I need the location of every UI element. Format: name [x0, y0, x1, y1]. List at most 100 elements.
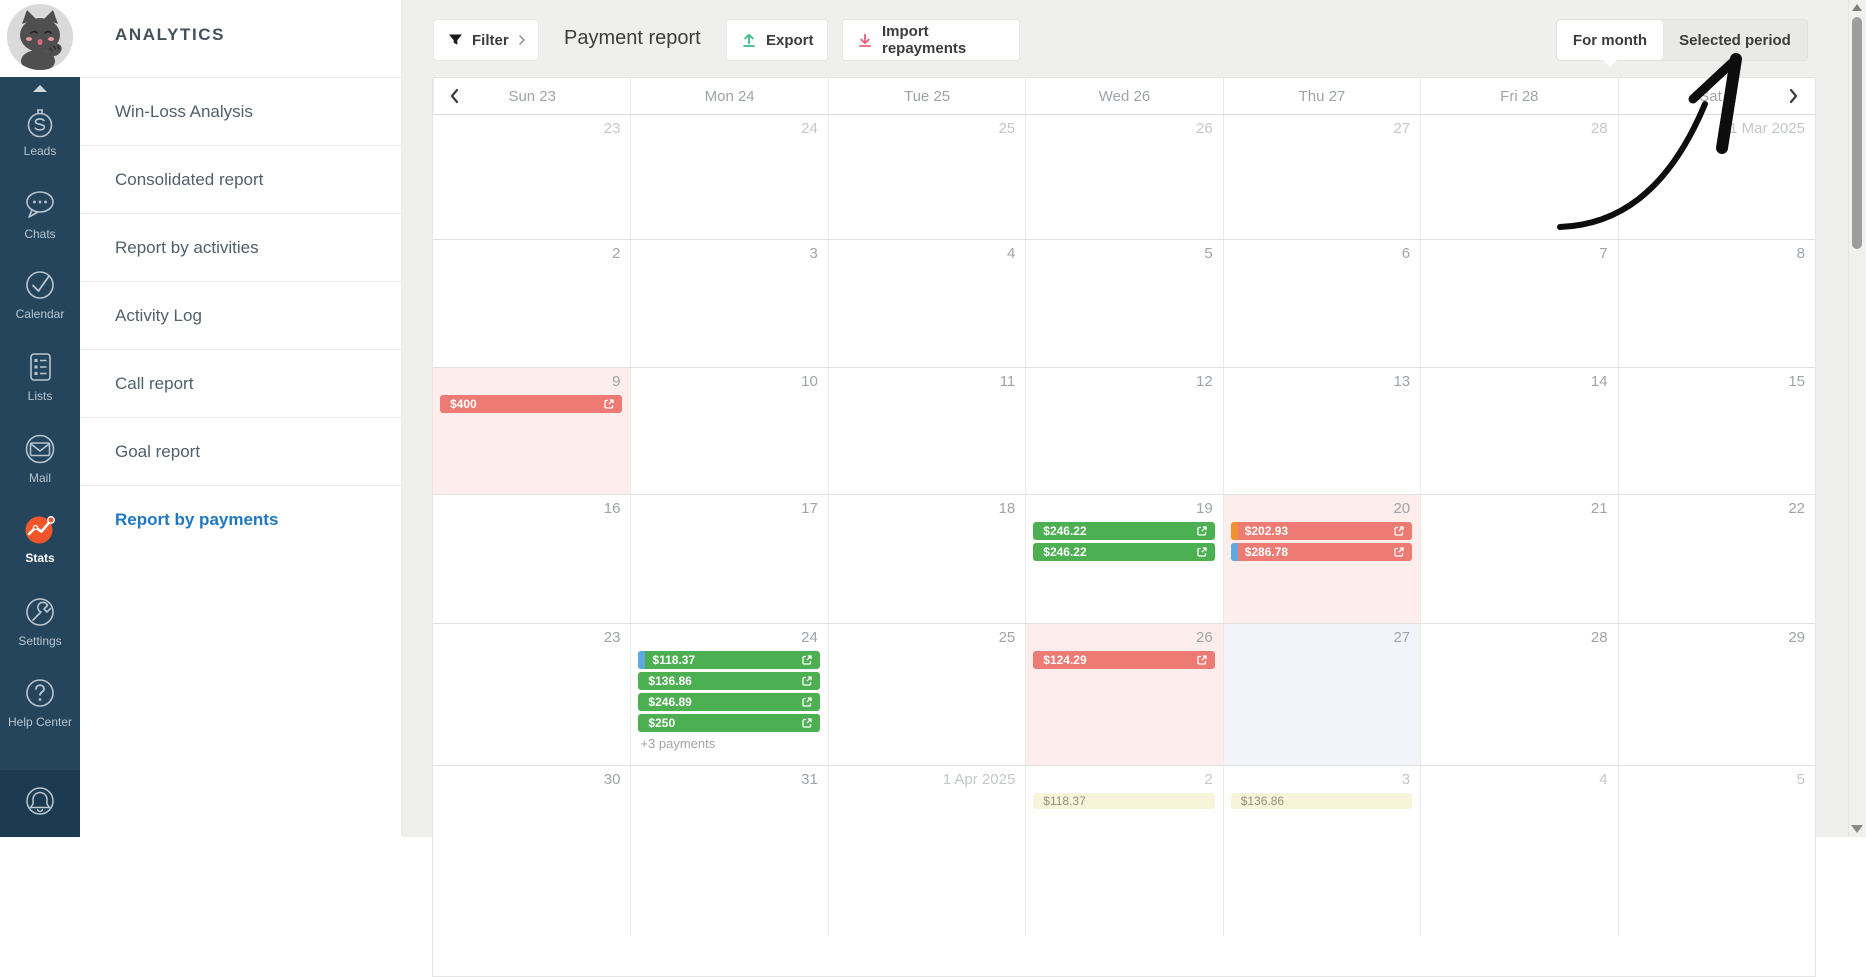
menu-item-consolidated-report[interactable]: Consolidated report — [80, 145, 401, 213]
sidebar-item-label: Stats — [25, 551, 55, 565]
calendar-day-cell[interactable]: 4 — [1420, 766, 1617, 936]
menu-item-report-by-payments[interactable]: Report by payments — [80, 485, 401, 553]
payment-badge[interactable]: $400 — [440, 395, 623, 413]
sidebar-item-chats[interactable]: Chats — [0, 185, 80, 241]
menu-item-call-report[interactable]: Call report — [80, 349, 401, 417]
calendar-day-cell[interactable]: 26 $124.29 — [1025, 624, 1223, 765]
calendar-week-row: 23 24 $118.37 $136.86 $246.89 $250 — [433, 623, 1815, 765]
payment-badge[interactable]: $136.86 — [638, 672, 820, 690]
payment-badge[interactable]: $124.29 — [1033, 651, 1215, 669]
filter-button[interactable]: Filter — [433, 19, 539, 61]
sidebar-item-lists[interactable]: Lists — [0, 347, 80, 403]
payment-amount: $246.89 — [648, 695, 692, 709]
sidebar-item-stats[interactable]: Stats — [0, 509, 80, 565]
calendar-day-cell[interactable]: 17 — [630, 495, 827, 623]
calendar-day-cell[interactable]: 6 — [1222, 240, 1420, 367]
menu-item-goal-report[interactable]: Goal report — [80, 417, 401, 485]
calendar-day-cell[interactable]: 15 — [1617, 368, 1815, 494]
payment-badge[interactable]: $246.89 — [638, 693, 820, 711]
avatar[interactable] — [7, 4, 73, 70]
sidebar-item-settings[interactable]: Settings — [0, 592, 80, 648]
import-repayments-button[interactable]: Import repayments — [842, 19, 1020, 61]
calendar-day-cell[interactable]: 8 — [1617, 240, 1815, 367]
day-number: 21 — [1590, 500, 1608, 517]
sidebar-item-help-center[interactable]: Help Center — [0, 673, 80, 729]
tab-for-month[interactable]: For month — [1557, 20, 1663, 67]
calendar-day-cell[interactable]: 3 — [630, 240, 827, 367]
calendar-day-cell[interactable]: 3 $136.86 — [1222, 766, 1420, 936]
calendar-day-cell[interactable]: 18 — [827, 495, 1025, 623]
calendar-day-cell[interactable]: 30 — [433, 766, 630, 936]
day-number: 28 — [1590, 629, 1608, 646]
calendar-day-cell[interactable]: 9 $400 — [433, 368, 631, 494]
vertical-scrollbar[interactable] — [1848, 0, 1866, 837]
calendar-day-cell[interactable]: 28 — [1420, 624, 1617, 765]
calendar-day-cell[interactable]: 11 — [827, 368, 1025, 494]
calendar-day-cell[interactable]: 25 — [827, 115, 1025, 239]
payment-badge[interactable]: $202.93 — [1230, 522, 1413, 540]
sidebar-item-leads[interactable]: Leads — [0, 102, 80, 158]
export-label: Export — [766, 31, 814, 49]
main-content: Filter Payment report Export Import repa… — [401, 0, 1866, 977]
menu-item-win-loss-analysis[interactable]: Win-Loss Analysis — [80, 77, 401, 145]
calendar-day-cell[interactable]: 24 $118.37 $136.86 $246.89 $250 — [630, 624, 827, 765]
sidebar-item-calendar[interactable]: Calendar — [0, 265, 80, 321]
scroll-down-arrow-icon[interactable] — [1851, 825, 1863, 833]
more-payments-link[interactable]: +3 payments — [640, 736, 716, 751]
calendar-day-cell[interactable]: 23 — [433, 115, 630, 239]
scroll-up-arrow-icon[interactable] — [1852, 4, 1862, 11]
calendar-day-cell[interactable]: 27 — [1222, 115, 1420, 239]
calendar-day-cell[interactable]: 29 — [1617, 624, 1815, 765]
day-number: 3 — [809, 245, 818, 262]
collapse-arrow-icon[interactable] — [33, 85, 47, 92]
calendar-day-cell[interactable]: 23 — [433, 624, 630, 765]
calendar-day-cell[interactable]: 5 — [1617, 766, 1815, 936]
menu-item-activity-log[interactable]: Activity Log — [80, 281, 401, 349]
calendar-day-cell[interactable]: 5 — [1025, 240, 1222, 367]
payment-badge[interactable]: $250 — [638, 714, 820, 732]
calendar-day-cell[interactable]: 1 Mar 2025 — [1617, 115, 1815, 239]
export-button[interactable]: Export — [726, 19, 828, 61]
tab-selected-period[interactable]: Selected period — [1663, 20, 1807, 60]
next-week-button[interactable] — [1786, 88, 1800, 109]
menu-item-report-by-activities[interactable]: Report by activities — [80, 213, 401, 281]
calendar-week-row: 30 31 1 Apr 2025 2 $118.37 3 $136.86 4 5 — [433, 765, 1815, 936]
calendar-day-cell[interactable]: 16 — [433, 495, 630, 623]
prev-week-button[interactable] — [448, 88, 462, 109]
calendar-day-cell[interactable]: 4 — [827, 240, 1025, 367]
calendar-day-cell[interactable]: 1 Apr 2025 — [827, 766, 1025, 936]
calendar-day-cell[interactable]: 20 $202.93 $286.78 — [1222, 495, 1421, 623]
calendar-day-cell[interactable]: 2 — [433, 240, 630, 367]
calendar-day-cell[interactable]: 22 — [1617, 495, 1815, 623]
payment-badge[interactable]: $118.37 — [638, 651, 820, 669]
calendar-day-cell[interactable]: 19 $246.22 $246.22 — [1025, 495, 1222, 623]
sidebar-item-mail[interactable]: Mail — [0, 429, 80, 485]
calendar-day-cell[interactable]: 10 — [630, 368, 827, 494]
payment-badge[interactable]: $246.22 — [1033, 522, 1215, 540]
payment-badge[interactable]: $286.78 — [1230, 543, 1413, 561]
calendar-day-cell[interactable]: 25 — [827, 624, 1025, 765]
calendar-day-cell[interactable]: 21 — [1420, 495, 1617, 623]
calendar-day-cell[interactable]: 13 — [1222, 368, 1420, 494]
calendar-day-cell[interactable]: 7 — [1420, 240, 1617, 367]
calendar-day-cell[interactable]: 2 $118.37 — [1025, 766, 1222, 936]
payment-badge-pending[interactable]: $118.37 — [1033, 793, 1215, 809]
payment-badge-pending[interactable]: $136.86 — [1230, 793, 1413, 809]
external-link-icon — [1394, 526, 1404, 536]
calendar-day-cell[interactable]: 26 — [1025, 115, 1222, 239]
calendar-day-cell[interactable]: 31 — [630, 766, 827, 936]
calendar-day-cell[interactable]: 24 — [630, 115, 827, 239]
scrollbar-thumb[interactable] — [1852, 17, 1862, 249]
calendar-day-cell[interactable]: 14 — [1420, 368, 1617, 494]
payment-amount: $250 — [648, 716, 676, 730]
calendar-day-cell[interactable]: 28 — [1420, 115, 1617, 239]
analytics-menu: Win-Loss Analysis Consolidated report Re… — [80, 77, 401, 553]
sidebar-item-label: Settings — [18, 634, 62, 648]
payment-badge[interactable]: $246.22 — [1033, 543, 1215, 561]
calendar-day-cell-today[interactable]: 27 — [1222, 624, 1421, 765]
day-number: 7 — [1599, 245, 1608, 262]
calendar-day-cell[interactable]: 12 — [1025, 368, 1222, 494]
bell-icon — [26, 787, 54, 815]
sidebar-item-label: Mail — [28, 471, 51, 485]
notifications-button[interactable] — [0, 770, 80, 837]
